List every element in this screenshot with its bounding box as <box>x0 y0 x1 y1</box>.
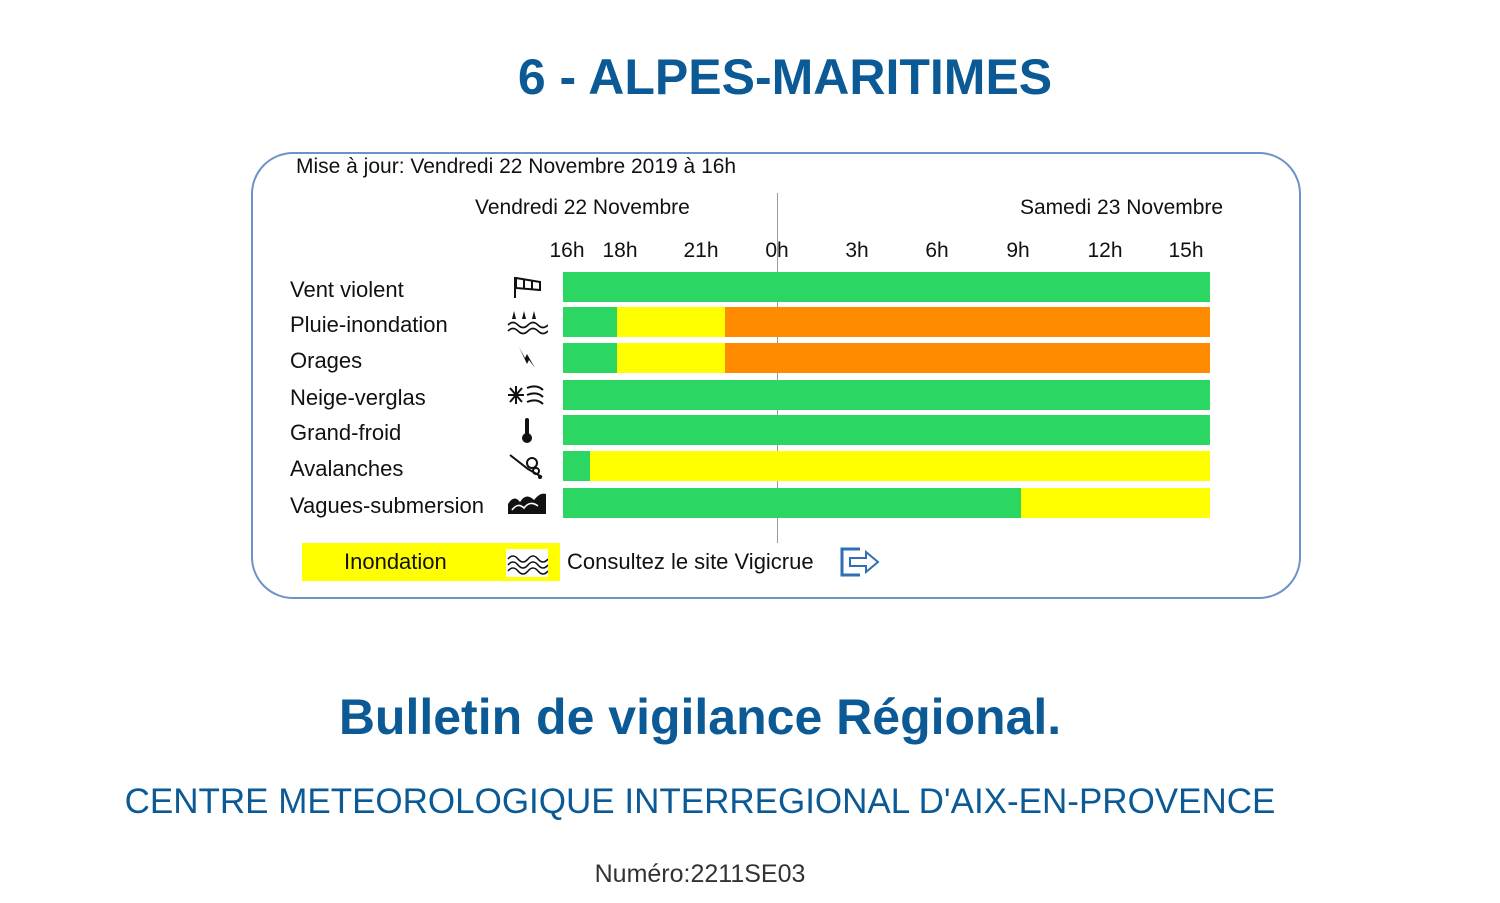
vigilance-bar <box>563 451 1210 481</box>
bulletin-title: Bulletin de vigilance Régional. <box>338 689 1062 745</box>
hour-tick: 9h <box>1006 239 1030 262</box>
centre-name: CENTRE METEOROLOGIQUE INTERREGIONAL D'AI… <box>124 782 1276 821</box>
hour-tick: 18h <box>602 239 638 262</box>
vigilance-segment-yellow <box>590 451 1210 481</box>
lightning-icon <box>506 343 548 373</box>
update-timestamp: Mise à jour: Vendredi 22 Novembre 2019 à… <box>296 155 737 178</box>
row-label: Vent violent <box>290 277 404 302</box>
avalanche-icon <box>506 451 548 481</box>
hour-tick: 12h <box>1087 239 1123 262</box>
vigilance-bar <box>563 380 1210 410</box>
vigilance-bar <box>563 343 1210 373</box>
hour-tick: 15h <box>1168 239 1204 262</box>
vigilance-segment-green <box>563 415 1210 445</box>
row-label: Grand-froid <box>290 420 402 445</box>
row-label: Pluie-inondation <box>290 312 448 337</box>
exit-arrow-icon[interactable] <box>838 545 882 579</box>
vigilance-segment-orange <box>725 343 1210 373</box>
day-label-friday: Vendredi 22 Novembre <box>475 196 690 219</box>
row-label: Orages <box>290 348 363 373</box>
hour-tick: 6h <box>925 239 949 262</box>
vigilance-segment-green <box>563 488 1021 518</box>
vigicrue-link[interactable]: Consultez le site Vigicrue <box>567 549 814 574</box>
rain-flood-icon <box>506 307 548 337</box>
hour-tick: 21h <box>683 239 719 262</box>
vigilance-segment-green <box>563 343 617 373</box>
wind-sock-icon <box>506 272 548 302</box>
department-title: 6 - ALPES-MARITIMES <box>517 49 1053 105</box>
inondation-label: Inondation <box>344 549 447 574</box>
hour-tick: 0h <box>765 239 789 262</box>
vigilance-bar <box>563 307 1210 337</box>
thermometer-icon <box>506 415 548 445</box>
vigilance-segment-yellow <box>617 307 725 337</box>
day-label-saturday: Samedi 23 Novembre <box>1020 196 1224 219</box>
vigilance-bar <box>563 272 1210 302</box>
bulletin-number: Numéro:2211SE03 <box>594 860 806 888</box>
vigilance-segment-green <box>563 380 1210 410</box>
vigilance-segment-yellow <box>1021 488 1210 518</box>
row-label: Vagues-submersion <box>290 493 485 518</box>
snow-ice-icon <box>506 380 548 410</box>
vigilance-bar <box>563 415 1210 445</box>
vigilance-segment-green <box>563 272 1210 302</box>
flood-waves-icon <box>506 549 549 577</box>
vigilance-panel <box>251 152 1301 599</box>
vigilance-segment-orange <box>725 307 1210 337</box>
hour-tick: 3h <box>845 239 869 262</box>
waves-icon <box>506 488 548 518</box>
hour-tick: 16h <box>549 239 585 262</box>
row-label: Neige-verglas <box>290 385 426 410</box>
row-label: Avalanches <box>290 456 404 481</box>
vigilance-segment-green <box>563 451 590 481</box>
vigilance-segment-green <box>563 307 617 337</box>
vigilance-segment-yellow <box>617 343 725 373</box>
vigilance-bar <box>563 488 1210 518</box>
